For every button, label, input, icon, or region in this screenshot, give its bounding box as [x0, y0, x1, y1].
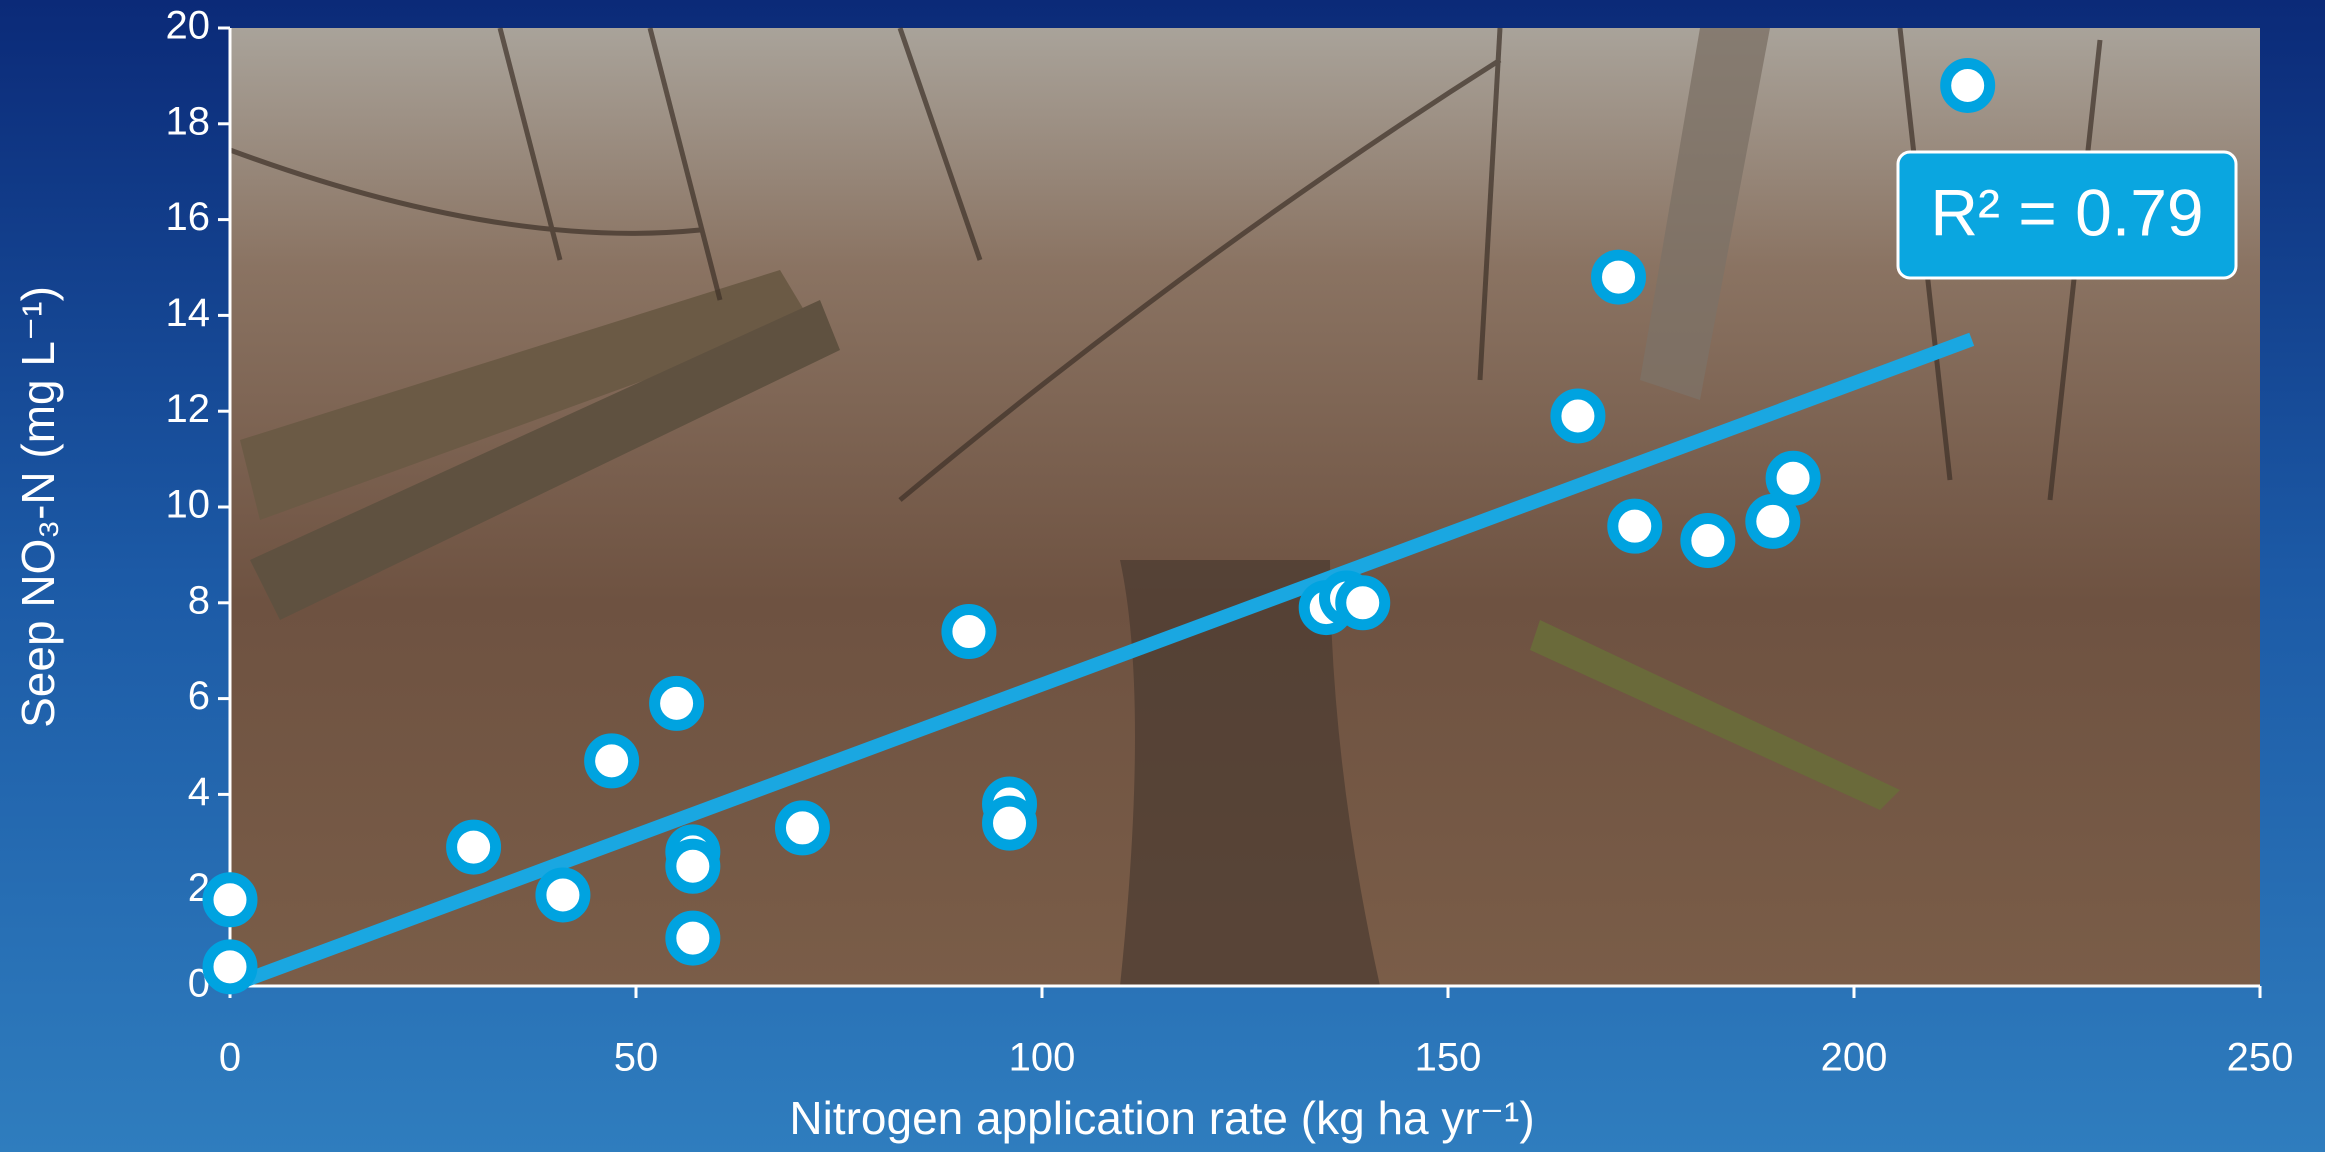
data-point [452, 825, 496, 869]
data-point [1771, 456, 1815, 500]
y-axis-title: Seep NO₃-N (mg L⁻¹) [12, 286, 64, 728]
x-tick-label: 50 [614, 1036, 659, 1080]
data-point [1946, 63, 1990, 107]
page: Nitrogen application rate (kg ha yr⁻¹) S… [0, 0, 2325, 1152]
chart: Nitrogen application rate (kg ha yr⁻¹) S… [0, 0, 2325, 1152]
data-point [988, 801, 1032, 845]
data-point [1686, 519, 1730, 563]
y-tick-label: 20 [166, 4, 211, 48]
data-point [208, 878, 252, 922]
data-point [1556, 394, 1600, 438]
annotation: R² = 0.79 [1930, 175, 2203, 249]
data-point [590, 739, 634, 783]
data-point [1597, 255, 1641, 299]
x-tick-label: 100 [1009, 1036, 1076, 1080]
data-point [1751, 499, 1795, 543]
data-point [1613, 504, 1657, 548]
data-point [208, 945, 252, 989]
data-point [780, 806, 824, 850]
x-tick-label: 200 [1821, 1036, 1888, 1080]
y-tick-label: 10 [166, 483, 211, 527]
x-tick-label: 0 [219, 1036, 241, 1080]
data-point [947, 610, 991, 654]
y-tick-label: 14 [166, 291, 211, 335]
y-tick-label: 16 [166, 195, 211, 239]
data-point [671, 916, 715, 960]
data-point [541, 873, 585, 917]
y-tick-label: 6 [188, 674, 210, 718]
y-tick-label: 12 [166, 387, 211, 431]
data-point [1341, 581, 1385, 625]
y-tick-label: 18 [166, 99, 211, 143]
x-tick-label: 250 [2227, 1036, 2294, 1080]
x-axis-title: Nitrogen application rate (kg ha yr⁻¹) [789, 1092, 1534, 1144]
data-point [671, 844, 715, 888]
y-tick-label: 8 [188, 578, 210, 622]
x-tick-label: 150 [1415, 1036, 1482, 1080]
y-tick-label: 4 [188, 770, 210, 814]
data-point [655, 681, 699, 725]
